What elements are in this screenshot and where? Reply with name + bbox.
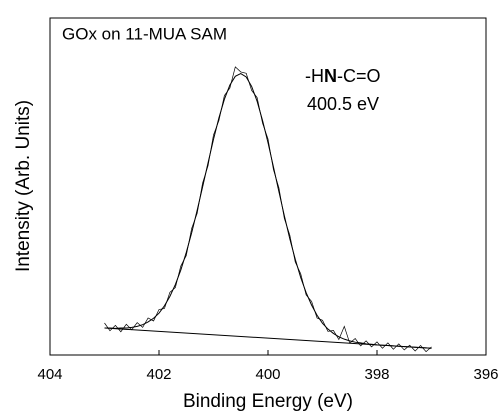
- annotation: -HN-C=O: [305, 66, 381, 86]
- data-line: [104, 327, 432, 349]
- data-line: [104, 66, 432, 353]
- x-tick-label: 396: [473, 366, 498, 383]
- chart-title: GOx on 11-MUA SAM: [62, 24, 227, 43]
- x-axis-label: Binding Energy (eV): [183, 391, 353, 412]
- x-tick-label: 398: [364, 366, 389, 383]
- annotation-part: N: [324, 66, 337, 86]
- annotation: 400.5 eV: [307, 94, 379, 114]
- annotation-part: -H: [305, 66, 324, 86]
- annotation-part: -C=O: [337, 66, 381, 86]
- data-line: [104, 73, 432, 349]
- plot-frame: [49, 17, 487, 356]
- x-tick-label: 400: [255, 366, 280, 383]
- x-tick-label: 404: [37, 366, 62, 383]
- x-tick-label: 402: [146, 366, 171, 383]
- y-axis-label: Intensity (Arb. Units): [13, 100, 34, 272]
